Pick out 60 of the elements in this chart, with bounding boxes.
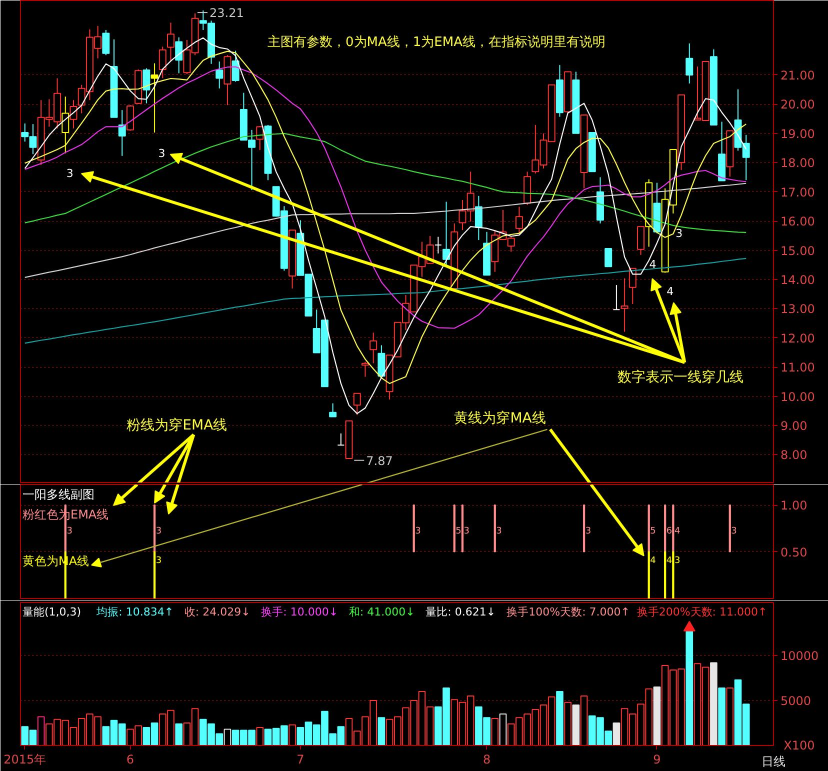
y-tick-label: 16.00 [780,214,815,229]
annotation: 3 [676,226,683,240]
annotation: 4 [650,556,656,566]
annotation: 4 [666,285,674,298]
annotation: 3 [464,526,470,537]
annotation: 3 [66,167,74,180]
annotation: 3 [674,556,680,566]
y-tick-label: 1.00 [780,498,808,513]
annotation: 收: 24.029↓ [184,605,250,618]
annotation: 3 [156,526,162,537]
annotation: 7.87 [366,454,393,468]
annotation: 3 [158,146,166,160]
annotation: 换手100%天数: 7.000↑ [506,605,630,618]
annotation: 23.21 [210,6,244,20]
annotation: 3 [156,556,162,566]
y-tick-label: 9.00 [780,419,808,434]
x-tick-label: 6 [126,752,134,766]
x-tick-label: 9 [653,752,661,766]
annotation: 4 [674,526,680,537]
annotation: 3 [585,526,592,537]
annotation: 数字表示一线穿几线 [618,369,744,386]
annotation: 3 [66,526,72,537]
y-tick-label: 20.00 [780,98,815,112]
y-tick-label: 18.00 [780,156,815,170]
annotation: 6 [666,526,672,537]
annotation: 5 [456,526,462,537]
annotation: 3 [496,526,502,537]
annotation: 5 [650,526,656,537]
chart-title: 一阳多线副图 [22,488,94,502]
y-tick-label: 15.00 [780,244,815,258]
x-axis-title: 日线 [762,754,786,768]
y-tick-label: 8.00 [780,448,808,462]
annotation: 主图有参数，0为MA线，1为EMA线，在指标说明里有说明 [267,34,606,50]
x-tick-label: 8 [482,752,491,766]
y-tick-label: 11.00 [780,360,815,375]
annotation: 换手: 10.000↓ [261,605,338,618]
y-tick-label: 10.00 [780,390,815,404]
annotation: 3 [731,526,737,537]
annotation: 4 [649,258,656,272]
annotation: 粉线为穿EMA线 [126,418,228,434]
annotation: 均振: 10.834↑ [96,605,174,618]
x-tick-label: 7 [296,752,304,766]
x-tick-label: 2015年 [4,752,46,766]
y-tick-label: 5000 [780,694,812,708]
annotation: 量比: 0.621↓ [426,605,496,618]
y-axis-title: X100 [784,738,815,752]
y-tick-label: 19.00 [780,126,815,141]
y-tick-label: 13.00 [780,302,815,316]
annotation: 3 [415,526,421,537]
y-tick-label: 12.00 [780,331,815,346]
y-tick-label: 14.00 [780,272,815,287]
annotation: 换手200%天数: 11.000↑ [636,605,768,618]
annotation: 黄线为穿MA线 [454,410,546,426]
y-tick-label: 17.00 [780,185,815,200]
y-tick-label: 21.00 [780,68,815,82]
y-tick-label: 0.50 [780,545,808,560]
annotation: 4 [666,556,672,566]
y-tick-label: 10000 [780,649,819,664]
chart-title: 量能(1,0,3) [22,605,82,618]
annotation: 和: 41.000↓ [348,605,415,618]
